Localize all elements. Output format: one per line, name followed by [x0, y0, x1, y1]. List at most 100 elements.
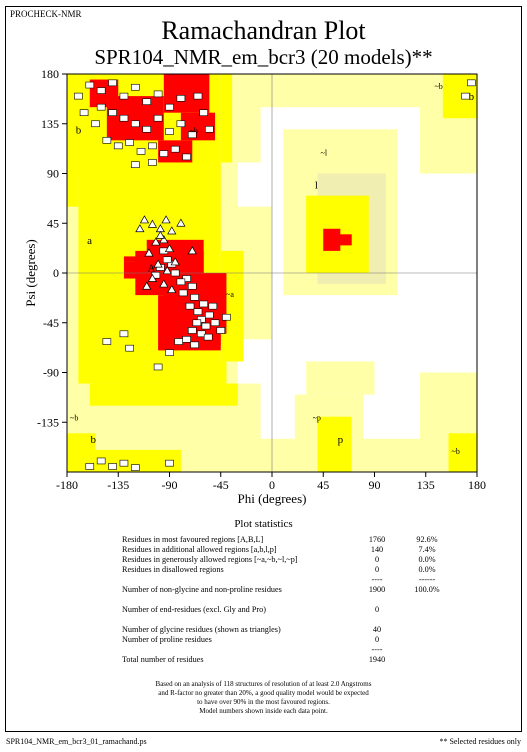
residue-point [119, 459, 129, 467]
residue-point [176, 95, 186, 102]
glycine-point [167, 284, 177, 293]
stats-count: ---- [371, 575, 383, 584]
stats-row: Number of proline residues 0 [122, 635, 452, 645]
page-frame [5, 6, 522, 732]
stats-row [122, 615, 452, 625]
glycine-point [153, 259, 163, 268]
chart-subtitle: SPR104_NMR_em_bcr3 (20 models)** [94, 45, 433, 69]
region-label: ~b [434, 82, 442, 91]
stats-row: Number of end-residues (excl. Gly and Pr… [122, 605, 452, 615]
residue-point [185, 302, 195, 310]
residue-point [142, 125, 152, 133]
selection-note: ** Selected residues only [439, 737, 521, 746]
stats-pct [402, 615, 452, 625]
residue-point [193, 308, 203, 315]
x-tick-label: -180 [56, 478, 78, 492]
stats-count: 1760 [368, 535, 386, 544]
x-tick-label: 90 [369, 478, 381, 492]
allowed-region [67, 151, 79, 207]
stats-pct: 100.0% [414, 585, 440, 594]
allowed-region [89, 383, 238, 406]
x-tick-label: 180 [468, 478, 486, 492]
stats-row: Residues in additional allowed regions [… [122, 545, 452, 555]
stats-title: Plot statistics [234, 518, 293, 530]
residue-point [190, 294, 199, 301]
residue-point [187, 282, 197, 290]
residue-point [205, 311, 214, 319]
residue-point [131, 120, 140, 128]
residue-point [222, 313, 231, 321]
data-points [74, 79, 476, 471]
stats-table: Residues in most favoured regions [A,B,L… [122, 535, 452, 665]
glycine-point [139, 215, 150, 224]
residue-point [113, 142, 123, 150]
residue-point [197, 316, 206, 323]
x-tick-label: -90 [162, 478, 178, 492]
stats-label: Number of non-glycine and non-proline re… [122, 585, 282, 594]
residue-point [182, 275, 191, 282]
residue-point [142, 98, 152, 105]
residue-point [153, 114, 163, 122]
residue-point [85, 463, 95, 470]
residue-point [165, 103, 174, 111]
stats-label: Residues in additional allowed regions [… [122, 545, 277, 554]
residue-point [131, 83, 140, 91]
residue-point [125, 344, 134, 352]
y-tick-label: -90 [43, 366, 59, 380]
residue-point [136, 148, 146, 155]
region-label: ~b [70, 414, 78, 423]
stats-pct [402, 595, 452, 605]
y-tick-label: -45 [43, 316, 59, 330]
glycine-point [164, 243, 175, 253]
stats-row: Number of non-glycine and non-proline re… [122, 585, 452, 595]
ramachandran-plot: b ~b ~l l a A ~a ~b b ~b b ~p p ~b -180 -135 -90 -45 0 45 9… [23, 67, 486, 506]
program-label: PROCHECK-NMR [10, 9, 82, 19]
stats-label: Number of proline residues [122, 635, 212, 644]
stats-row: Number of glycine residues (shown as tri… [122, 625, 452, 635]
glycine-point [170, 257, 180, 266]
residue-point [119, 330, 129, 338]
stats-row: Total number of residues 1940 [122, 655, 452, 665]
residue-point [182, 153, 191, 161]
residue-point [216, 327, 226, 334]
region-label: l [315, 180, 318, 192]
x-tick-label: -135 [107, 478, 129, 492]
stats-label: Total number of residues [122, 655, 204, 664]
stats-count: 40 [372, 625, 382, 634]
stats-pct: ------ [418, 575, 436, 584]
residue-point [96, 457, 106, 465]
region-label: b [91, 434, 97, 446]
stats-row [122, 595, 452, 605]
residue-point [131, 464, 140, 471]
x-tick-label: 45 [317, 478, 329, 492]
residue-point [210, 319, 220, 327]
region-label: a [87, 235, 92, 247]
y-tick-label: 180 [41, 67, 59, 81]
stats-pct: 7.4% [418, 545, 436, 554]
zero-lines [67, 74, 477, 472]
stats-label: Residues in disallowed regions [122, 565, 224, 574]
stats-row: Residues in generously allowed regions [… [122, 555, 452, 565]
residue-point [148, 159, 157, 166]
residue-point [125, 139, 134, 146]
stats-label [122, 575, 352, 585]
favoured-region [334, 234, 352, 246]
stats-count: 0 [374, 565, 380, 574]
allowed-region [220, 74, 233, 163]
residue-point [208, 302, 218, 310]
y-tick-label: 45 [47, 216, 59, 230]
residue-point [119, 92, 129, 100]
footnote-line: to have over 90% in the most favoured re… [197, 698, 330, 706]
residue-point [148, 142, 157, 150]
y-tick-label: -135 [37, 415, 59, 429]
region-label: ~a [226, 290, 234, 299]
stats-label: Number of end-residues (excl. Gly and Pr… [122, 605, 266, 614]
stats-label: Number of glycine residues (shown as tri… [122, 625, 281, 634]
region-label: ~p [313, 414, 321, 423]
region-label: b [76, 124, 82, 136]
favoured-region [123, 256, 181, 262]
footnote: Based on an analysis of 118 structures o… [0, 680, 527, 716]
y-tick-label: 0 [53, 266, 59, 280]
stats-label: Residues in generously allowed regions [… [122, 555, 298, 564]
residue-point [467, 79, 476, 87]
